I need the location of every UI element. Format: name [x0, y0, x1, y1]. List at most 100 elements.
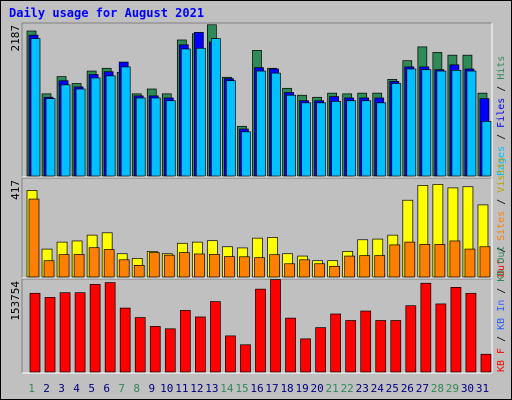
panel-bottom-bar-kbytes-9 — [149, 326, 161, 373]
panel-top-bar-pages-23 — [361, 100, 372, 177]
panel-top-series-label: Pages / Files / Hits — [496, 56, 507, 176]
panel-bottom-bar-kbytes-18 — [285, 317, 296, 373]
day-label-2: 2 — [43, 382, 50, 395]
day-label-22: 22 — [341, 382, 354, 395]
panel-bottom-bar-kbytes-20 — [315, 327, 326, 373]
panel-bottom-bar-kbytes-25 — [390, 320, 402, 373]
panel-middle-bar-sites-4 — [73, 254, 85, 278]
panel-middle-bar-sites-31 — [479, 246, 491, 278]
panel-bottom-bar-kbytes-28 — [435, 303, 447, 373]
panel-bottom-bar-kbytes-5 — [89, 284, 101, 373]
panel-bottom-bar-kbytes-26 — [405, 305, 417, 373]
panel-bottom-bar-kbytes-19 — [300, 338, 311, 373]
panel-middle-bar-sites-27 — [419, 244, 431, 278]
panel-middle-bar-sites-15 — [239, 256, 250, 278]
panel-middle-series-label-part: Out — [496, 259, 507, 277]
panel-top-bar-pages-25 — [391, 83, 402, 177]
panel-middle-series-label-part: / — [496, 241, 507, 259]
panel-top-bar-pages-28 — [436, 70, 447, 177]
day-label-4: 4 — [73, 382, 80, 395]
panel-bottom-bar-kbytes-8 — [134, 317, 146, 373]
day-label-3: 3 — [58, 382, 65, 395]
panel-middle-bar-sites-23 — [359, 255, 371, 278]
panel-bottom-bar-kbytes-21 — [330, 313, 341, 373]
panel-top-bar-pages-12 — [196, 47, 206, 177]
day-label-12: 12 — [190, 382, 203, 395]
panel-top-bar-pages-24 — [376, 102, 387, 177]
day-label-9: 9 — [148, 382, 155, 395]
panel-middle-bar-sites-25 — [389, 244, 401, 278]
panel-bottom-bar-kbytes-13 — [210, 301, 221, 373]
panel-top-series-label-part: Files — [496, 98, 507, 128]
day-label-29: 29 — [446, 382, 459, 395]
panel-middle-max-label: 417 — [9, 180, 22, 200]
panel-middle-bar-sites-11 — [178, 252, 190, 278]
panel-middle-bar-sites-19 — [299, 259, 310, 278]
panel-bottom-series-label-part: KB Out — [496, 246, 507, 282]
panel-top-bar-pages-11 — [180, 48, 191, 177]
panel-top-series-label-part: / — [496, 80, 507, 98]
panel-bottom-series-label-part: KB F — [496, 348, 507, 372]
panel-top-series-label-part: Pages — [496, 146, 507, 176]
panel-middle-series-label-part: / — [496, 193, 507, 211]
panel-top-bar-pages-4 — [75, 88, 86, 177]
day-label-28: 28 — [431, 382, 444, 395]
panel-bottom-bar-kbytes-23 — [360, 310, 372, 373]
panel-top-bar-pages-21 — [331, 101, 341, 177]
panel-bottom-bar-kbytes-3 — [59, 292, 71, 373]
panel-bottom-bar-kbytes-11 — [179, 310, 191, 373]
day-label-17: 17 — [265, 382, 278, 395]
panel-bottom-series-label-part: / — [496, 282, 507, 300]
day-label-7: 7 — [118, 382, 125, 395]
day-label-18: 18 — [280, 382, 293, 395]
panel-top-bar-pages-10 — [165, 100, 176, 177]
panel-bottom-bar-kbytes-1 — [29, 292, 41, 373]
panel-top-bar-pages-14 — [226, 80, 236, 177]
panel-bottom-bar-kbytes-2 — [44, 297, 56, 373]
day-label-20: 20 — [311, 382, 324, 395]
panel-top-bar-pages-8 — [135, 97, 146, 177]
panel-middle-bar-sites-30 — [464, 248, 476, 278]
panel-middle-bar-sites-3 — [58, 254, 70, 278]
day-label-21: 21 — [326, 382, 339, 395]
day-label-8: 8 — [133, 382, 140, 395]
panel-bottom-bar-kbytes-16 — [255, 288, 266, 373]
panel-middle-bar-sites-22 — [344, 255, 356, 278]
panel-top-bar-pages-17 — [271, 72, 281, 177]
panel-top-bar-pages-18 — [286, 94, 296, 177]
panel-top-max-label: 2187 — [9, 25, 22, 52]
panel-top-bar-pages-19 — [301, 102, 311, 177]
panel-middle-bar-sites-24 — [374, 255, 386, 278]
day-label-11: 11 — [175, 382, 188, 395]
panel-top-bar-pages-7 — [120, 66, 131, 177]
panel-middle-bar-sites-16 — [254, 257, 265, 278]
panel-top-bar-pages-22 — [346, 100, 357, 177]
panel-middle-bar-sites-13 — [209, 254, 220, 278]
day-label-23: 23 — [356, 382, 369, 395]
panel-bottom-bar-kbytes-17 — [270, 279, 281, 373]
panel-top-series-label-part: / — [496, 128, 507, 146]
day-label-26: 26 — [401, 382, 414, 395]
panel-top-bar-pages-5 — [90, 77, 101, 177]
panel-middle-series-label: Out / Sites / Visits — [496, 157, 507, 277]
day-label-6: 6 — [103, 382, 110, 395]
panel-middle-bar-sites-26 — [404, 241, 416, 278]
panel-middle-bar-sites-14 — [224, 256, 235, 278]
panel-bottom-bar-kbytes-4 — [74, 292, 86, 373]
panel-bottom-bar-kbytes-27 — [420, 282, 432, 373]
day-label-16: 16 — [250, 382, 263, 395]
panel-top-bar-pages-16 — [256, 70, 266, 177]
panel-middle-bar-sites-17 — [269, 254, 280, 278]
panel-bottom-bar-kbytes-7 — [119, 307, 131, 373]
panel-top-bar-pages-15 — [241, 131, 251, 177]
day-label-30: 30 — [461, 382, 474, 395]
panel-bottom-bar-kbytes-14 — [225, 335, 236, 373]
panel-bottom-bar-kbytes-29 — [450, 287, 462, 373]
panel-bottom-bar-kbytes-30 — [465, 292, 477, 373]
panel-top-bar-pages-9 — [150, 97, 161, 177]
panel-top-bar-pages-26 — [406, 68, 417, 177]
day-label-15: 15 — [235, 382, 248, 395]
panel-middle-bar-sites-21 — [329, 265, 340, 278]
day-label-14: 14 — [220, 382, 234, 395]
panel-bottom-bar-kbytes-12 — [195, 316, 206, 373]
